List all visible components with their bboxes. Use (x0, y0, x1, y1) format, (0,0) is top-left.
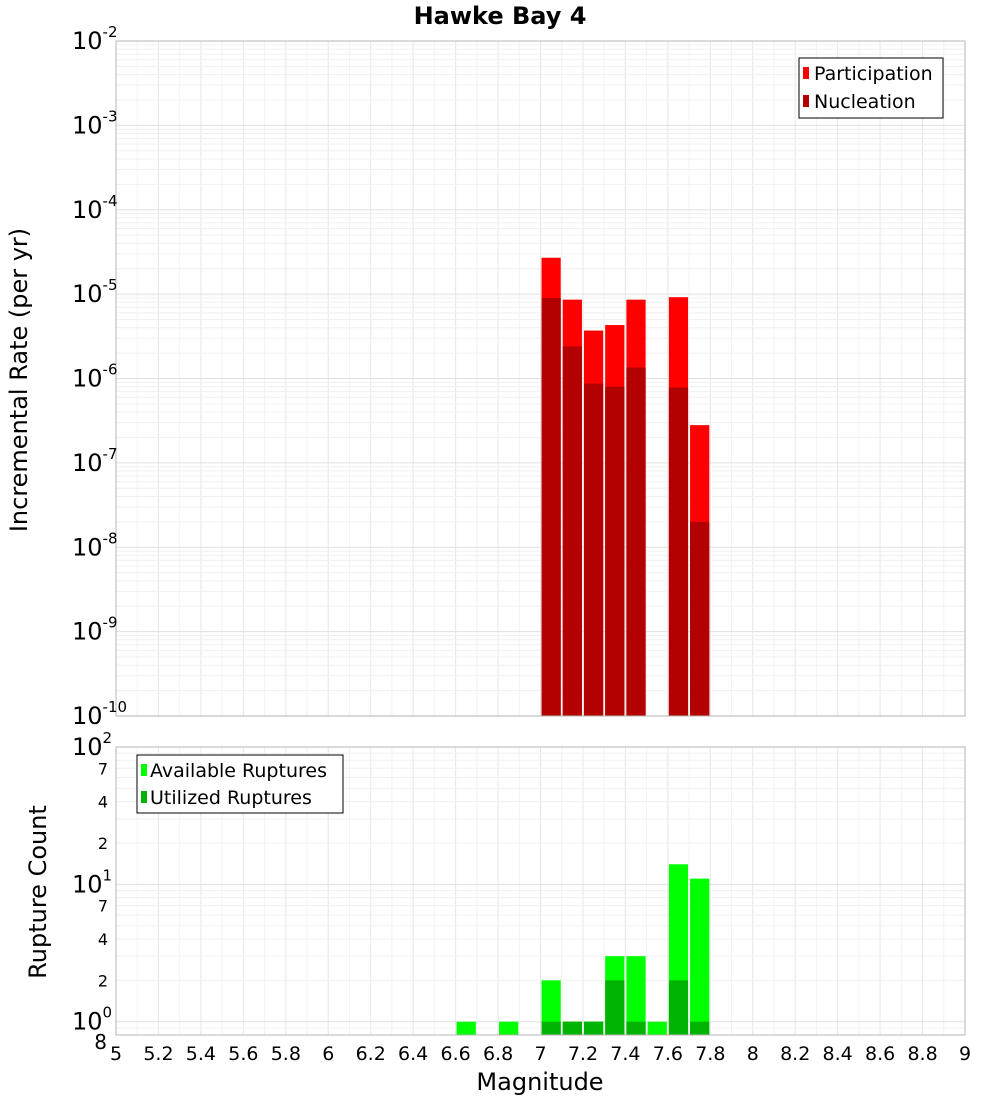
count-bar-available-ruptures (456, 1021, 476, 1035)
rate-bar-nucleation (626, 367, 646, 716)
count-bar-utilized-ruptures (626, 1021, 646, 1035)
count-y-tick-label: 7 (98, 897, 108, 916)
x-tick-label: 8.8 (907, 1043, 937, 1065)
count-y-tick-label: 8 (94, 1030, 107, 1054)
rate-grid (115, 41, 966, 717)
utilized-ruptures-legend-label: Utilized Ruptures (150, 787, 312, 809)
count-y-tick-label: 101 (72, 866, 112, 898)
participation-swatch (803, 67, 809, 79)
x-tick-label: 8.2 (780, 1043, 810, 1065)
count-y-tick-label: 4 (98, 930, 108, 949)
x-tick-label: 5.4 (186, 1043, 216, 1065)
utilized-ruptures-swatch (141, 791, 147, 803)
rate-bar-nucleation (690, 521, 710, 716)
rate-bar-nucleation (668, 387, 689, 716)
count-bar-utilized-ruptures (690, 1021, 710, 1035)
rate-y-tick-label: 10-2 (72, 23, 118, 55)
x-tick-label: 5.8 (271, 1043, 301, 1065)
magnitude-x-ticks: 5 5.2 5.4 5.6 5.8 6 6.2 6.4 6.6 6.8 7 7.2 7.4 7.6 7.8 8… (110, 1043, 971, 1065)
rate-y-tick-label: 10-3 (72, 107, 118, 139)
rate-bar-nucleation (562, 346, 582, 716)
count-bar-available-ruptures (626, 956, 646, 1035)
x-tick-label: 9 (959, 1043, 971, 1065)
x-tick-label: 6.4 (398, 1043, 428, 1065)
x-tick-label: 5 (110, 1043, 122, 1065)
count-bar-utilized-ruptures (583, 1021, 604, 1035)
nucleation-legend-label: Nucleation (814, 91, 916, 113)
x-tick-label: 8 (747, 1043, 759, 1065)
count-bar-available-ruptures (499, 1021, 519, 1035)
count-bar-utilized-ruptures (668, 980, 689, 1035)
x-tick-label: 6.2 (356, 1043, 386, 1065)
rate-legend-box (798, 57, 944, 119)
rate-bar-nucleation (583, 383, 604, 716)
rate-bar-nucleation (541, 297, 561, 716)
x-tick-label: 7.2 (568, 1043, 598, 1065)
x-tick-label: 5.2 (143, 1043, 173, 1065)
count-bar-utilized-ruptures (605, 980, 625, 1035)
count-y-tick-label: 2 (98, 971, 108, 990)
rate-plot-border (115, 40, 966, 717)
count-y-tick-label: 7 (98, 759, 108, 778)
rate-y-axis-label: Incremental Rate (per yr) (5, 228, 33, 532)
rate-y-ticks: 10-2 10-3 10-4 10-5 10-6 10-7 10-8 10-9 10-10 (72, 23, 127, 730)
rate-y-tick-label: 10-8 (72, 529, 118, 561)
x-tick-label: 6.8 (483, 1043, 513, 1065)
rate-bar-nucleation (605, 386, 625, 716)
available-ruptures-legend-label: Available Ruptures (150, 760, 327, 782)
rate-y-tick-label: 10-4 (72, 192, 118, 224)
count-bar-utilized-ruptures (562, 1021, 582, 1035)
rate-y-tick-label: 10-10 (72, 698, 127, 730)
x-tick-label: 6 (322, 1043, 334, 1065)
count-y-tick-label: 102 (72, 729, 112, 761)
count-y-tick-label: 2 (98, 834, 108, 853)
count-bar-available-ruptures (690, 878, 710, 1035)
x-tick-label: 8.4 (823, 1043, 853, 1065)
chart-title: Hawke Bay 4 (414, 2, 587, 30)
count-bar-available-ruptures (647, 1021, 667, 1035)
x-axis-label: Magnitude (476, 1068, 603, 1096)
x-tick-label: 7 (534, 1043, 546, 1065)
available-ruptures-swatch (141, 764, 147, 776)
x-tick-label: 7.8 (695, 1043, 725, 1065)
rate-panel: 10-2 10-3 10-4 10-5 10-6 10-7 10-8 10-9 10-10 In… (5, 23, 966, 730)
x-tick-label: 8.6 (865, 1043, 895, 1065)
participation-legend-label: Participation (814, 63, 933, 85)
rate-y-tick-label: 10-7 (72, 445, 118, 477)
count-legend-box (136, 754, 344, 814)
x-tick-label: 5.6 (228, 1043, 258, 1065)
rate-y-tick-label: 10-5 (72, 276, 118, 308)
count-y-tick-label: 4 (98, 793, 108, 812)
x-tick-label: 7.6 (653, 1043, 683, 1065)
count-y-axis-label: Rupture Count (24, 805, 52, 979)
nucleation-swatch (803, 95, 809, 107)
count-bar-utilized-ruptures (541, 1021, 561, 1035)
x-tick-label: 7.4 (610, 1043, 640, 1065)
rate-legend: Participation Nucleation (798, 57, 944, 119)
count-y-tick-label: 100 (72, 1004, 112, 1036)
count-bar-available-ruptures (541, 980, 561, 1035)
rate-bars (541, 257, 710, 716)
count-bars (456, 864, 710, 1035)
count-plot-border (115, 746, 966, 1036)
rate-y-tick-label: 10-9 (72, 614, 118, 646)
rate-y-tick-label: 10-6 (72, 361, 118, 393)
x-tick-label: 6.6 (440, 1043, 470, 1065)
count-legend: Available Ruptures Utilized Ruptures (136, 754, 344, 814)
